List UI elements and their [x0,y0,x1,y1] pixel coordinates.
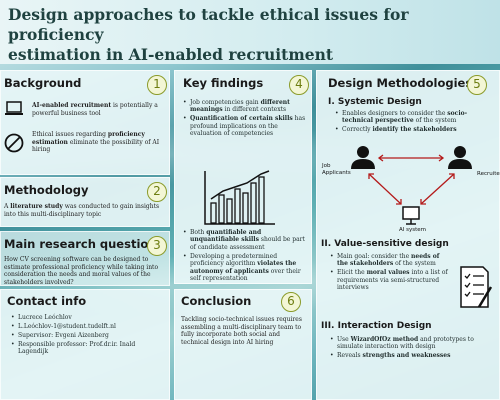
systemic-design-list: Enables designers to consider the socio-… [335,110,497,135]
systemic-item-1: Enables designers to consider the socio-… [335,110,497,125]
contact-card: Contact info Lucrece Leóchlov L.Leóchlov… [0,289,170,400]
interaction-item-2: Reveals strengths and weaknesses [330,352,496,360]
background-card: Background 1 AI-enabled recruitment is p… [0,70,170,175]
key-findings-list-bottom: Both quantifiable and unquantifiable ski… [183,229,309,284]
interaction-item-1: Use WizardOfOz method and prototypes to … [330,336,496,351]
contact-list: Lucrece Leóchlov L.Leóchlov-1@student.tu… [11,314,166,357]
section-number-badge: 5 [467,75,487,95]
job-applicants-label: Job Applicants [322,163,351,176]
section-number-badge: 3 [147,236,167,256]
conclusion-card: Conclusion 6 Tackling socio-technical is… [174,289,312,400]
conclusion-heading: Conclusion [181,294,252,308]
poster-header: Design approaches to tackle ethical issu… [0,0,500,64]
research-question-card: Main research question 3 How CV screenin… [0,231,170,286]
relationship-arrows [368,154,455,205]
laptop-icon [5,101,23,115]
key-findings-list-top: Job competencies gain different meanings… [183,99,309,139]
key-finding-2: Quantification of certain skills has pro… [183,115,309,137]
contact-name: Lucrece Leóchlov [11,314,166,322]
bar-chart-icon [204,170,275,225]
systemic-design-heading: I. Systemic Design [328,97,422,107]
research-question-text: How CV screening software can be designe… [4,256,159,286]
key-finding-4: Developing a predetermined proficiency a… [183,253,309,283]
key-findings-card: Key findings 4 Job competencies gain dif… [174,70,312,284]
section-number-badge: 4 [289,75,309,95]
background-item-1: AI-enabled recruitment is potentially a … [32,102,158,117]
recruiter-icon [448,146,472,169]
value-sensitive-heading: II. Value-sensitive design [321,239,449,249]
poster-title-line2: estimation in AI-enabled recruitment [8,45,334,64]
prohibited-icon [4,133,24,153]
methodology-card: Methodology 2 A literature study was con… [0,177,170,227]
research-question-heading: Main research question [4,237,157,251]
interaction-design-heading: III. Interaction Design [321,321,432,331]
design-methodologies-heading: Design Methodologies [328,76,473,90]
stakeholder-diagram [351,146,472,225]
key-findings-heading: Key findings [183,76,264,90]
contact-email-link[interactable]: L.Leóchlov-1@student.tudelft.nl [11,323,166,331]
background-item-2: Ethical issues regarding proficiency est… [32,131,160,154]
design-methodologies-card: Design Methodologies 5 I. Systemic Desig… [316,70,500,400]
methodology-text: A literature study was conducted to gain… [4,203,160,218]
contact-supervisor: Supervisor: Evgeni Aizenberg [11,332,166,340]
interaction-design-list: Use WizardOfOz method and prototypes to … [330,336,496,361]
ai-system-label: AI system [399,227,427,233]
value-sensitive-list: Main goal: consider the needs of the sta… [330,253,450,293]
section-number-badge: 1 [147,75,167,95]
conclusion-text: Tackling socio-technical issues requires… [181,316,302,346]
ai-system-icon [402,206,420,225]
background-heading: Background [4,76,82,90]
key-finding-3: Both quantifiable and unquantifiable ski… [183,229,309,251]
value-sensitive-item-2: Elicit the moral values into a list of r… [330,269,450,291]
section-number-badge: 6 [281,292,301,312]
value-sensitive-item-1: Main goal: consider the needs of the sta… [330,253,450,268]
methodology-heading: Methodology [4,183,89,197]
key-finding-1: Job competencies gain different meanings… [183,99,309,114]
section-number-badge: 2 [147,182,167,202]
recruiter-label: Recruiter [477,171,500,177]
job-applicant-icon [351,146,375,169]
contact-heading: Contact info [7,294,87,308]
contact-professor: Responsible professor: Prof.dr.ir. Inald… [11,341,166,356]
systemic-item-2: Correctly identify the stakeholders [335,126,497,134]
checklist-icon [460,266,493,308]
poster-title-line1: Design approaches to tackle ethical issu… [8,5,409,44]
